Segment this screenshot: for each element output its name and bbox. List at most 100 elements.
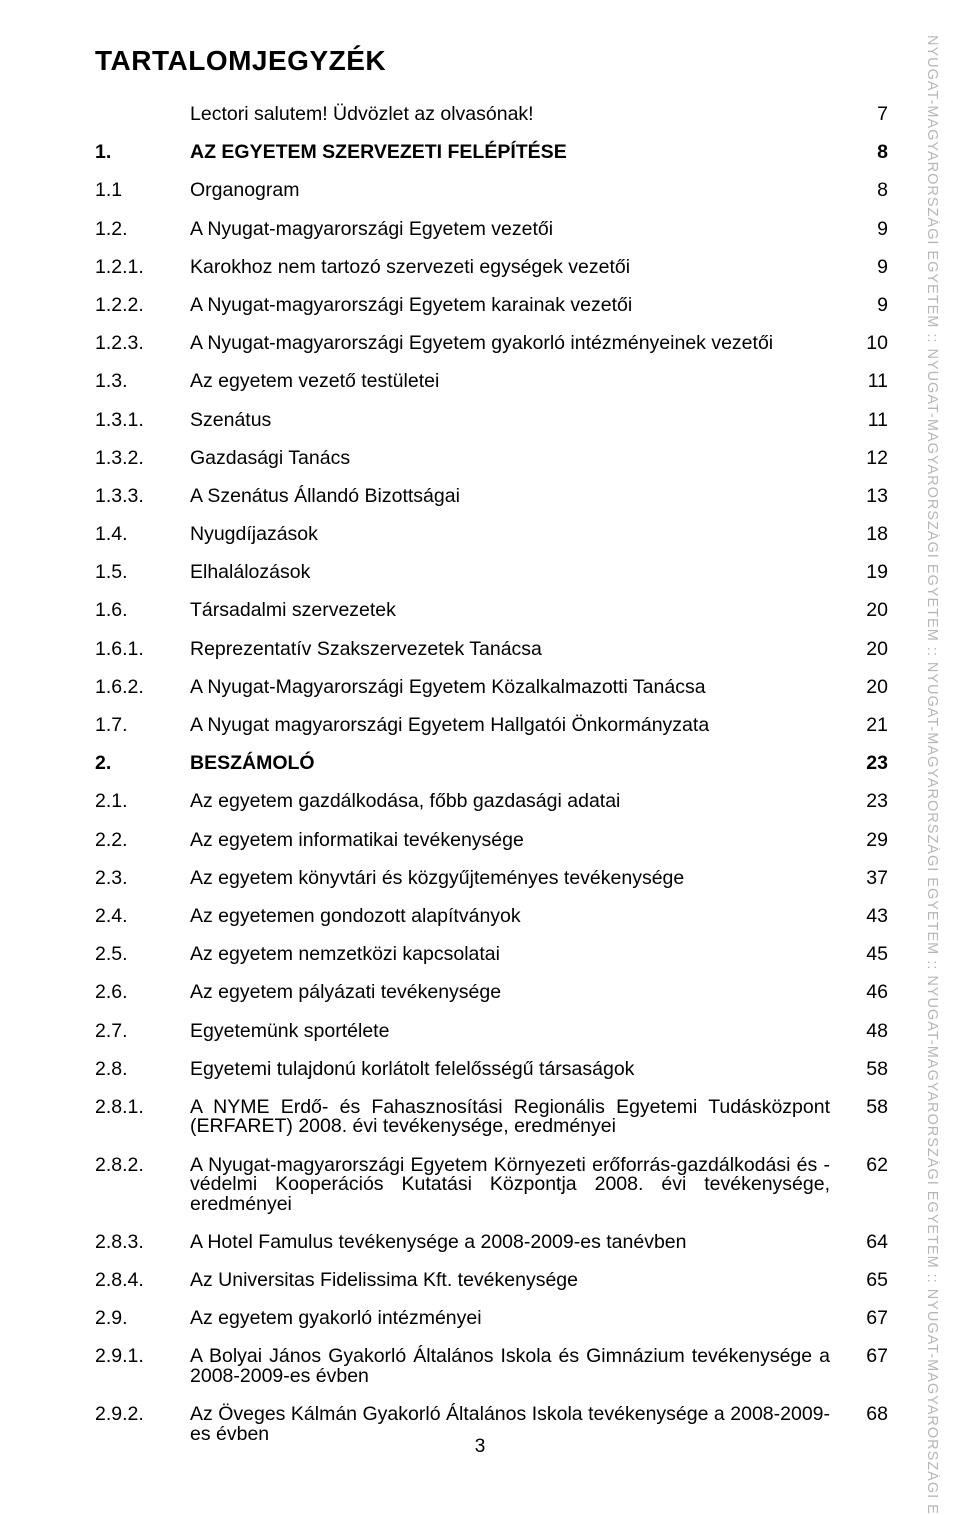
toc-entry-number bbox=[95, 105, 190, 125]
toc-entry-number: 1.6. bbox=[95, 601, 190, 621]
toc-entry-number: 1.4. bbox=[95, 525, 190, 545]
toc-entry-number: 2.9.1. bbox=[95, 1347, 190, 1386]
toc-entry-page: 48 bbox=[848, 1022, 888, 1042]
toc-entry-title: A NYME Erdő- és Fahasznosítási Regionáli… bbox=[190, 1098, 848, 1137]
toc-entry-title: Nyugdíjazások bbox=[190, 525, 848, 545]
toc-entry-title: Egyetemi tulajdonú korlátolt felelősségű… bbox=[190, 1060, 848, 1080]
toc-entry-title: A Nyugat-Magyarországi Egyetem Közalkalm… bbox=[190, 678, 848, 698]
toc-entry-number: 2.8.1. bbox=[95, 1098, 190, 1137]
toc-row: 1.3.1.Szenátus11 bbox=[95, 411, 888, 431]
toc-entry-number: 2.2. bbox=[95, 831, 190, 851]
toc-entry-page: 58 bbox=[848, 1060, 888, 1080]
toc-entry-title: Gazdasági Tanács bbox=[190, 449, 848, 469]
toc-entry-number: 1.2.1. bbox=[95, 258, 190, 278]
toc-row: 1.1Organogram8 bbox=[95, 181, 888, 201]
toc-entry-number: 2.5. bbox=[95, 945, 190, 965]
toc-entry-page: 9 bbox=[848, 220, 888, 240]
toc-entry-number: 2.7. bbox=[95, 1022, 190, 1042]
toc-entry-title: Az Universitas Fidelissima Kft. tevékeny… bbox=[190, 1271, 848, 1291]
toc-entry-page: 62 bbox=[848, 1156, 888, 1215]
toc-entry-page: 12 bbox=[848, 449, 888, 469]
toc-entry-title: Karokhoz nem tartozó szervezeti egységek… bbox=[190, 258, 848, 278]
toc-entry-title: Az egyetem gyakorló intézményei bbox=[190, 1309, 848, 1329]
toc-entry-title: Az egyetem nemzetközi kapcsolatai bbox=[190, 945, 848, 965]
toc-entry-number: 1.7. bbox=[95, 716, 190, 736]
toc-row: 1.6.2.A Nyugat-Magyarországi Egyetem Köz… bbox=[95, 678, 888, 698]
toc-entry-number: 1.3.2. bbox=[95, 449, 190, 469]
toc-entry-number: 1.1 bbox=[95, 181, 190, 201]
toc-entry-page: 10 bbox=[848, 334, 888, 354]
toc-entry-page: 65 bbox=[848, 1271, 888, 1291]
page-title: TARTALOMJEGYZÉK bbox=[95, 45, 888, 77]
toc-entry-number: 2.4. bbox=[95, 907, 190, 927]
toc-entry-page: 23 bbox=[848, 754, 888, 774]
toc-entry-number: 1.6.2. bbox=[95, 678, 190, 698]
toc-entry-page: 45 bbox=[848, 945, 888, 965]
toc-row: 1.AZ EGYETEM SZERVEZETI FELÉPÍTÉSE8 bbox=[95, 143, 888, 163]
toc-entry-number: 1.2.3. bbox=[95, 334, 190, 354]
toc-row: 2.3.Az egyetem könyvtári és közgyűjtemén… bbox=[95, 869, 888, 889]
toc-entry-page: 19 bbox=[848, 563, 888, 583]
toc-row: 1.2.2.A Nyugat-magyarországi Egyetem kar… bbox=[95, 296, 888, 316]
toc-entry-number: 1.6.1. bbox=[95, 640, 190, 660]
toc-entry-page: 9 bbox=[848, 258, 888, 278]
toc-entry-number: 2.8.4. bbox=[95, 1271, 190, 1291]
toc-entry-page: 23 bbox=[848, 792, 888, 812]
toc-row: 1.3.Az egyetem vezető testületei11 bbox=[95, 372, 888, 392]
toc-row: 1.3.3.A Szenátus Állandó Bizottságai13 bbox=[95, 487, 888, 507]
toc-entry-title: Az egyetem pályázati tevékenysége bbox=[190, 983, 848, 1003]
toc-row: 2.8.2.A Nyugat-magyarországi Egyetem Kör… bbox=[95, 1156, 888, 1215]
toc-entry-title: Az egyetem informatikai tevékenysége bbox=[190, 831, 848, 851]
document-page: TARTALOMJEGYZÉK Lectori salutem! Üdvözle… bbox=[0, 0, 960, 1444]
toc-entry-title: AZ EGYETEM SZERVEZETI FELÉPÍTÉSE bbox=[190, 143, 848, 163]
toc-row: 2.9.1.A Bolyai János Gyakorló Általános … bbox=[95, 1347, 888, 1386]
toc-row: 2.5.Az egyetem nemzetközi kapcsolatai45 bbox=[95, 945, 888, 965]
toc-entry-title: Reprezentatív Szakszervezetek Tanácsa bbox=[190, 640, 848, 660]
toc-row: 1.2.3.A Nyugat-magyarországi Egyetem gya… bbox=[95, 334, 888, 354]
toc-entry-number: 1. bbox=[95, 143, 190, 163]
toc-row: 2.6.Az egyetem pályázati tevékenysége46 bbox=[95, 983, 888, 1003]
toc-entry-number: 2.1. bbox=[95, 792, 190, 812]
toc-entry-title: Lectori salutem! Üdvözlet az olvasónak! bbox=[190, 105, 848, 125]
toc-entry-number: 2.8. bbox=[95, 1060, 190, 1080]
toc-row: 2.8.Egyetemi tulajdonú korlátolt felelős… bbox=[95, 1060, 888, 1080]
toc-entry-number: 1.5. bbox=[95, 563, 190, 583]
toc-entry-title: Az egyetemen gondozott alapítványok bbox=[190, 907, 848, 927]
toc-entry-number: 2. bbox=[95, 754, 190, 774]
toc-entry-title: Társadalmi szervezetek bbox=[190, 601, 848, 621]
toc-row: 1.4.Nyugdíjazások18 bbox=[95, 525, 888, 545]
toc-entry-number: 2.8.2. bbox=[95, 1156, 190, 1215]
toc-row: 2.2.Az egyetem informatikai tevékenysége… bbox=[95, 831, 888, 851]
toc-entry-page: 43 bbox=[848, 907, 888, 927]
toc-entry-page: 64 bbox=[848, 1233, 888, 1253]
toc-entry-number: 2.6. bbox=[95, 983, 190, 1003]
toc-entry-title: A Nyugat magyarországi Egyetem Hallgatói… bbox=[190, 716, 848, 736]
toc-entry-page: 20 bbox=[848, 601, 888, 621]
toc-row: Lectori salutem! Üdvözlet az olvasónak!7 bbox=[95, 105, 888, 125]
toc-entry-number: 1.2. bbox=[95, 220, 190, 240]
toc-row: 2.4.Az egyetemen gondozott alapítványok4… bbox=[95, 907, 888, 927]
toc-row: 1.2.1.Karokhoz nem tartozó szervezeti eg… bbox=[95, 258, 888, 278]
toc-entry-title: A Nyugat-magyarországi Egyetem vezetői bbox=[190, 220, 848, 240]
toc-entry-title: Az egyetem vezető testületei bbox=[190, 372, 848, 392]
toc-row: 2.8.3.A Hotel Famulus tevékenysége a 200… bbox=[95, 1233, 888, 1253]
toc-row: 2.7.Egyetemünk sportélete48 bbox=[95, 1022, 888, 1042]
toc-entry-page: 8 bbox=[848, 143, 888, 163]
toc-entry-page: 67 bbox=[848, 1347, 888, 1386]
toc-entry-page: 29 bbox=[848, 831, 888, 851]
toc-entry-number: 1.3. bbox=[95, 372, 190, 392]
toc-row: 1.6.1.Reprezentatív Szakszervezetek Taná… bbox=[95, 640, 888, 660]
toc-entry-number: 1.3.3. bbox=[95, 487, 190, 507]
side-vertical-text: NYUGAT-MAGYARORSZÁGI EGYETEM :: NYUGAT-M… bbox=[916, 35, 940, 1515]
toc-entry-number: 2.9. bbox=[95, 1309, 190, 1329]
toc-entry-page: 18 bbox=[848, 525, 888, 545]
footer-page-number: 3 bbox=[0, 1436, 960, 1458]
table-of-contents: Lectori salutem! Üdvözlet az olvasónak!7… bbox=[95, 105, 888, 1444]
toc-row: 1.6.Társadalmi szervezetek20 bbox=[95, 601, 888, 621]
toc-entry-title: Egyetemünk sportélete bbox=[190, 1022, 848, 1042]
toc-entry-title: A Nyugat-magyarországi Egyetem gyakorló … bbox=[190, 334, 848, 354]
toc-entry-title: Az egyetem könyvtári és közgyűjteményes … bbox=[190, 869, 848, 889]
toc-row: 1.5.Elhalálozások19 bbox=[95, 563, 888, 583]
toc-row: 2.8.4.Az Universitas Fidelissima Kft. te… bbox=[95, 1271, 888, 1291]
toc-entry-page: 7 bbox=[848, 105, 888, 125]
